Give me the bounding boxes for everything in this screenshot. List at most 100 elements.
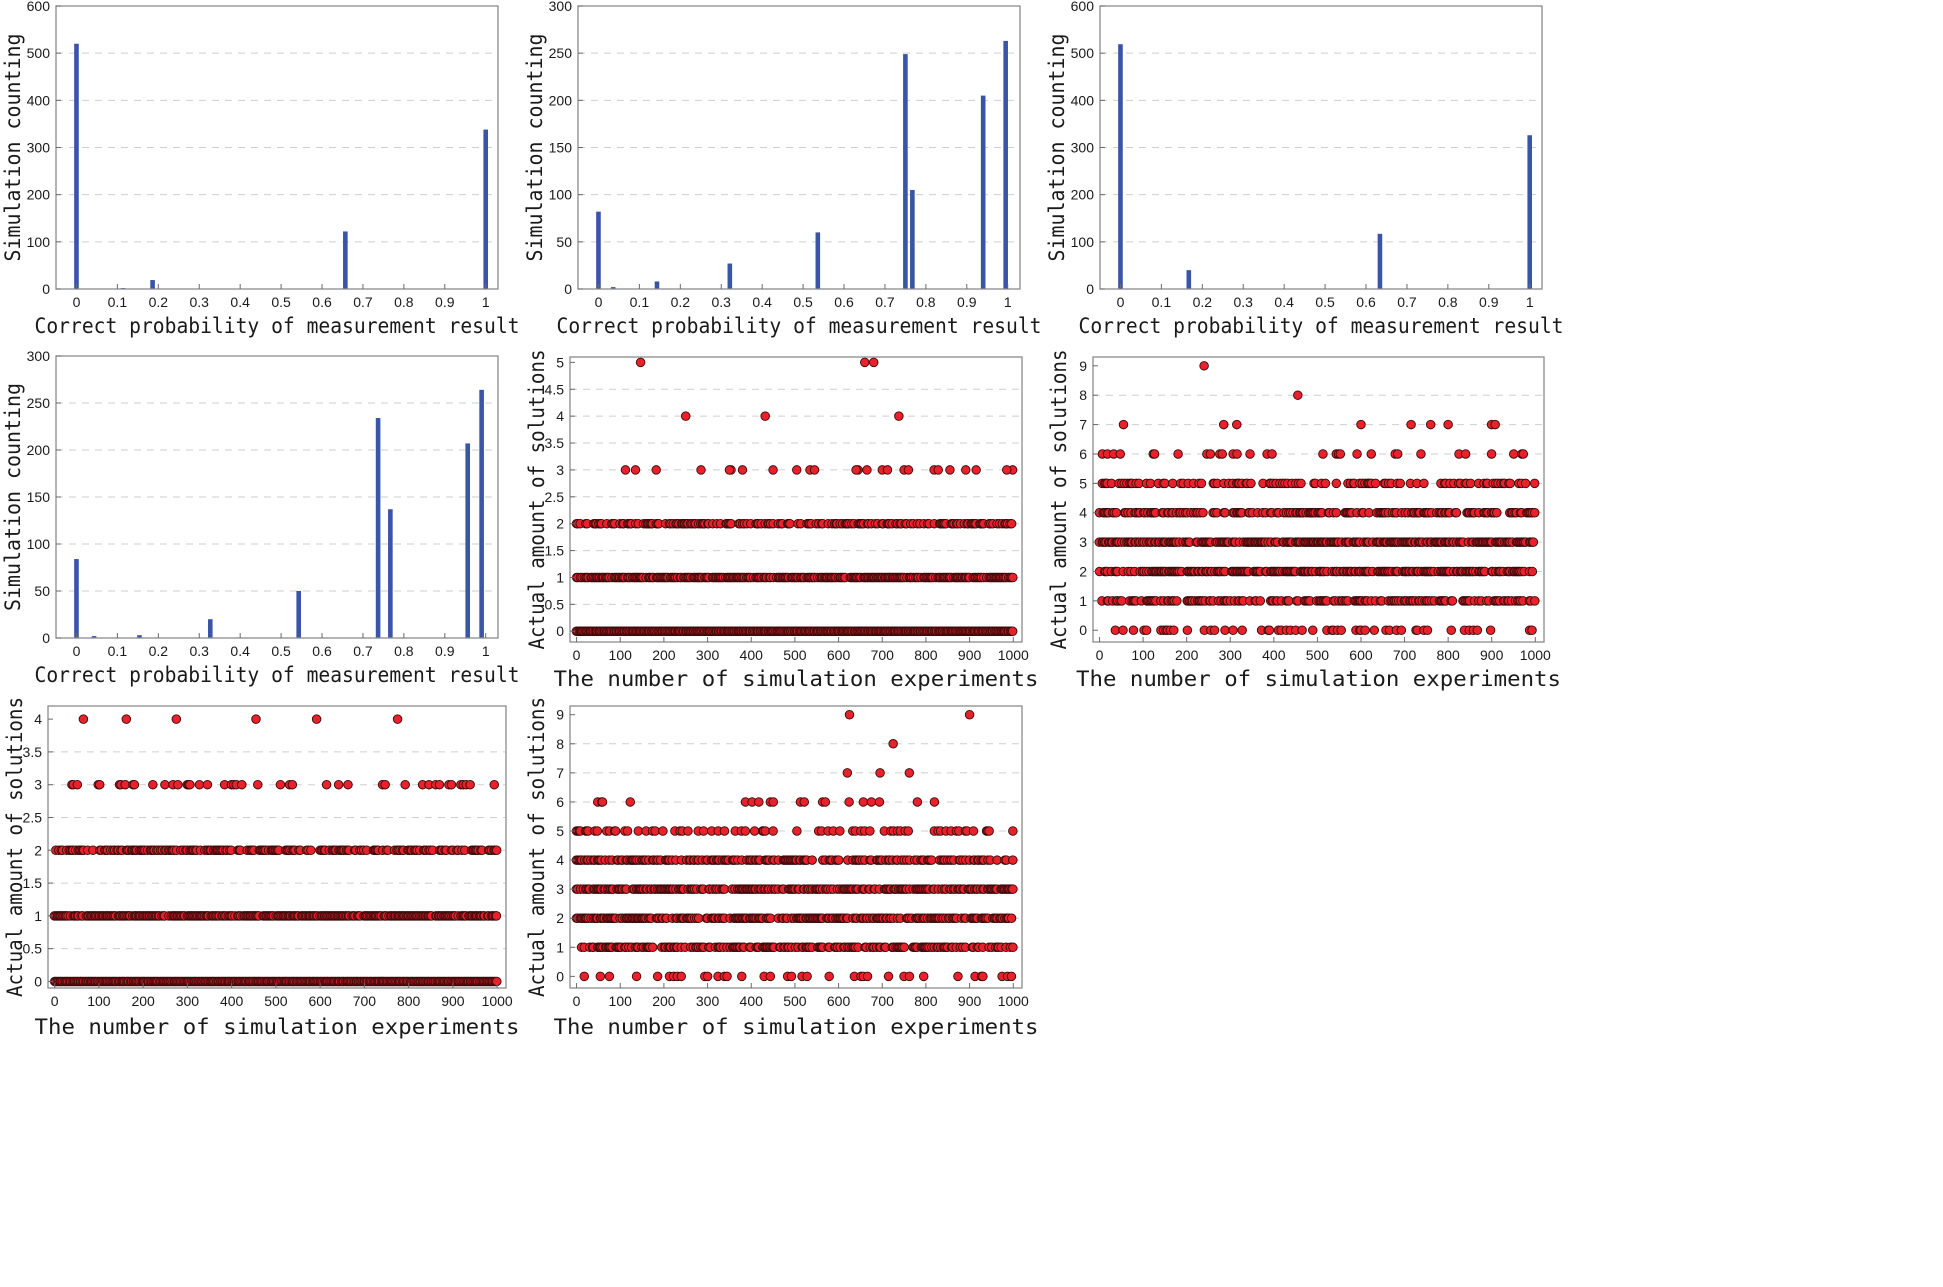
y-tick-label: 1 — [34, 908, 42, 924]
scatter-point — [343, 779, 353, 790]
x-tick-label: 0.6 — [1356, 294, 1376, 310]
y-tick-label: 400 — [1071, 92, 1095, 108]
y-tick-label: 250 — [549, 45, 573, 61]
x-tick-label: 0.5 — [271, 294, 291, 310]
scatter-point — [1008, 826, 1018, 836]
scatter-point — [1360, 625, 1370, 635]
x-tick-label: 900 — [1480, 647, 1504, 663]
scatter-point — [696, 465, 706, 475]
scatter-point — [1172, 596, 1182, 606]
hist1-svg: 0 100 200 300 400 500 600 0 0.1 0.2 0.3 0.4 0.5 0.6 0.… — [1, 0, 520, 339]
x-tick-label: 600 — [827, 993, 851, 1009]
x-tick-label: 0.8 — [916, 294, 936, 310]
scatter-point — [631, 971, 642, 982]
scatter-point — [683, 826, 693, 836]
y-tick-label: 500 — [1071, 45, 1095, 61]
scatter-point — [765, 971, 776, 982]
y-tick-label: 300 — [1071, 140, 1095, 156]
y-tick-label: 3.5 — [545, 435, 565, 451]
y-tick-label: 9 — [1079, 358, 1087, 374]
x-tick-label: 300 — [696, 993, 720, 1009]
x-tick-label: 400 — [220, 993, 244, 1009]
x-tick-label: 0.6 — [312, 643, 332, 659]
scatter-point — [78, 714, 89, 724]
scatter1-svg: 0 0.5 1 1.5 2 2.5 3 3.5 4 4.5 5 0 100 200 300 400 500 600… — [525, 350, 1039, 693]
scatter-point — [875, 768, 885, 778]
y-tick-label: 50 — [34, 583, 50, 599]
scatter-point — [595, 971, 606, 982]
bar — [1186, 270, 1192, 289]
scatter4-svg: 0 1 2 3 4 5 6 7 8 9 0 100 200 300 400 500 600 700 800 900 10… — [525, 697, 1039, 1040]
x-tick-label: 0.9 — [1479, 294, 1499, 310]
scatter-point — [1008, 942, 1018, 953]
x-tick-label: 0.8 — [394, 294, 414, 310]
plot-frame — [47, 705, 507, 989]
y-tick-label: 200 — [27, 442, 51, 458]
scatter-point — [1006, 971, 1017, 982]
x-tick-label: 0.9 — [957, 294, 977, 310]
scatter-point — [1366, 449, 1377, 459]
y-tick-label: 5 — [556, 354, 564, 370]
y-tick-label: 250 — [27, 395, 51, 411]
y-tick-label: 50 — [556, 234, 572, 250]
bar — [910, 189, 915, 289]
scatter-point — [1331, 507, 1342, 518]
scatter-point — [321, 779, 332, 790]
scatter-point — [1128, 625, 1139, 635]
scatter-point — [1209, 625, 1220, 635]
scatter-point — [680, 411, 691, 421]
y-tick-label: 2.5 — [545, 489, 565, 505]
y-tick-label: 0 — [556, 623, 564, 639]
scatter-point — [1297, 625, 1307, 635]
scatter-point — [400, 779, 410, 790]
scatter-point — [1296, 478, 1306, 489]
scatter-point — [858, 797, 869, 807]
y-tick-label: 300 — [27, 140, 51, 156]
scatter-point — [1364, 507, 1374, 518]
x-tick-label: 0 — [1117, 294, 1125, 310]
y-tick-label: 1.5 — [545, 543, 565, 559]
x-axis-label: The number of simulation experiments — [1076, 667, 1561, 692]
panel-histogram-1: 0 100 200 300 400 500 600 0 0.1 0.2 0.3 0.4 0.5 0.6 0.… — [0, 0, 522, 348]
scatter-point — [1422, 625, 1433, 635]
plot-frame — [569, 705, 1023, 989]
y-tick-label: 400 — [27, 92, 51, 108]
y-tick-label: 2 — [556, 516, 564, 532]
scatter-point — [129, 779, 140, 790]
bar — [74, 43, 79, 289]
x-tick-label: 0.7 — [353, 643, 373, 659]
x-axis-label: Correct probability of measurement resul… — [35, 663, 520, 688]
scatter-point — [1246, 478, 1256, 489]
scatter-point — [1518, 449, 1529, 459]
y-axis-label: Actual amount of solutions — [3, 697, 27, 997]
scatter-point — [173, 779, 183, 790]
scatter-point — [1220, 625, 1230, 635]
scatter-point — [1527, 566, 1538, 577]
bar — [727, 263, 733, 289]
x-tick-label: 0.3 — [712, 294, 732, 310]
scatter-point — [918, 971, 929, 982]
scatter-point — [1006, 913, 1017, 923]
scatter-point — [862, 465, 872, 475]
panel-scatter-1: 0 0.5 1 1.5 2 2.5 3 3.5 4 4.5 5 0 100 200 300 400 500 600… — [522, 348, 1044, 696]
x-tick-label: 0.2 — [149, 643, 169, 659]
scatter-point — [1335, 449, 1346, 459]
scatter-point — [1115, 449, 1126, 459]
scatter-point — [719, 826, 730, 836]
x-tick-label: 0.6 — [834, 294, 854, 310]
x-axis-label: Correct probability of measurement resul… — [35, 314, 520, 339]
y-tick-label: 0 — [564, 281, 572, 297]
scatter-point — [625, 797, 636, 807]
x-axis-label: The number of simulation experiments — [35, 1015, 520, 1040]
x-tick-label: 300 — [176, 993, 200, 1009]
scatter-point — [1267, 449, 1277, 459]
x-tick-label: 0.2 — [671, 294, 691, 310]
scatter-point — [842, 768, 853, 778]
scatter-point — [964, 709, 975, 720]
x-tick-label: 200 — [131, 993, 155, 1009]
bar — [150, 280, 155, 289]
bar — [74, 559, 79, 638]
x-tick-label: 0.6 — [312, 294, 332, 310]
scatter-point — [1352, 449, 1362, 459]
scatter-point — [737, 971, 747, 982]
